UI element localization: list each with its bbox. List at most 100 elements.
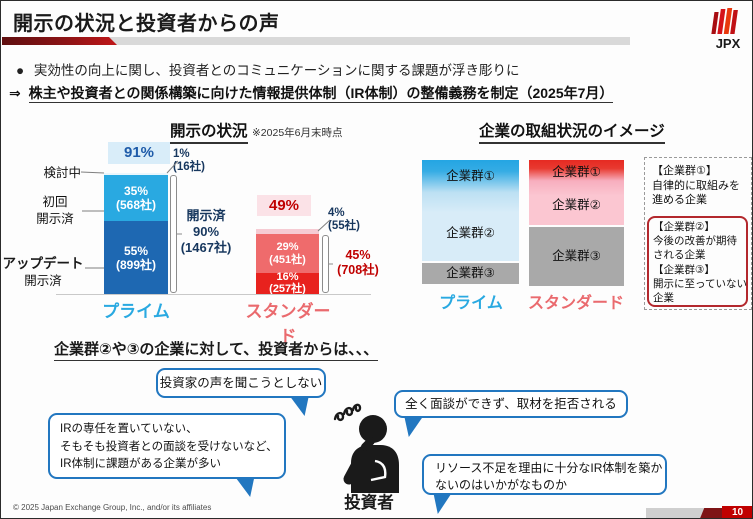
prime-total-badge: 91%	[108, 142, 170, 164]
standard-disclosed-count: (708社)	[337, 263, 379, 277]
voice-bubble-2-line2: そもそも投資者との面談を受けないなど、	[60, 440, 278, 453]
legend-item-1: 【企業群①】 自律的に取組みを 進める企業	[645, 158, 751, 208]
prime-group-box: 企業群① 企業群②	[422, 160, 519, 261]
investor-icon	[333, 403, 399, 493]
prime-seg-first-count: (568社)	[115, 198, 156, 212]
header-rule-red	[2, 37, 117, 45]
arrow-icon: ⇒	[9, 85, 21, 101]
row-label-first: 初回 開示済	[29, 195, 81, 226]
legend-item-2-head: 【企業群②】	[653, 221, 715, 233]
row-label-first-1: 初回	[42, 195, 68, 209]
row-label-update: アップデート 開示済	[1, 252, 85, 288]
prime-seg-reviewing	[104, 173, 168, 175]
standard-seg-reviewing	[256, 229, 319, 234]
jpx-logo-icon	[711, 8, 738, 34]
standard-bar: 29% (451社) 16% (257社)	[256, 229, 319, 295]
standard-callout-pct: 4%	[328, 207, 345, 219]
standard-seg-update-pct: 16%	[276, 271, 299, 283]
disclosure-chart-title: 開示の状況	[170, 119, 248, 144]
prime-bar: 35% (568社) 55% (899社)	[104, 173, 168, 294]
row-label-update-1: アップデート	[2, 256, 84, 271]
standard-bracket	[322, 235, 329, 293]
standard-seg-update: 16% (257社)	[256, 271, 319, 295]
prime-seg-update-pct: 55%	[123, 243, 149, 258]
intro-arrow-line: ⇒ 株主や投資者との関係構築に向けた情報提供体制（IR体制）の整備義務を制定（2…	[9, 83, 614, 103]
voice-bubble-4-line2: ないのはいかがなものか	[435, 477, 568, 492]
voice-bubble-2: IRの専任を置いていない、 そもそも投資者との面談を受けないなど、 IR体制に課…	[48, 413, 286, 479]
prime-disclosed-count: (1467社)	[180, 240, 232, 255]
standard-callout-count: (55社)	[328, 220, 360, 232]
bubble3-tail	[404, 415, 424, 437]
row-label-reviewing: 検討中	[43, 166, 81, 180]
standard-group-box: 企業群① 企業群②	[529, 160, 624, 225]
standard-group1-label: 企業群①	[552, 165, 601, 179]
prime-group2-label: 企業群②	[446, 226, 495, 240]
prime-disclosed-block: 開示済 90% (1467社)	[177, 208, 235, 256]
legend-red-frame	[647, 216, 748, 307]
investor-label: 投資者	[344, 494, 394, 512]
prime-group3-label: 企業群③	[446, 266, 495, 280]
voices-headline: 企業群②や③の企業に対して、投資者からは、、、	[54, 338, 379, 361]
jpx-logo-text: JPX	[715, 36, 741, 51]
copyright: © 2025 Japan Exchange Group, Inc., and/o…	[13, 503, 212, 512]
bubble1-tail	[289, 395, 309, 416]
prime-column-label: プライム	[439, 295, 503, 312]
voice-bubble-2-line1: IRの専任を置いていない、	[60, 423, 198, 435]
standard-axis-label: スタンダード	[245, 302, 331, 346]
voice-bubble-3: 全く面談ができず、取材を拒否される	[394, 390, 628, 418]
bullet-icon: ●	[16, 63, 25, 78]
standard-seg-update-count: (257社)	[269, 283, 306, 295]
voice-bubble-4-line1: リソース不足を理由に十分なIR体制を築か	[435, 461, 663, 475]
standard-seg-first: 29% (451社)	[256, 234, 319, 273]
page-title: 開示の状況と投資者からの声	[13, 13, 280, 35]
header-rule-gray	[2, 37, 630, 45]
groups-chart-title: 企業の取組状況のイメージ	[479, 119, 665, 144]
row-label-first-2: 開示済	[36, 212, 74, 226]
legend-item-3-line2: 企業	[653, 292, 674, 304]
prime-disclosed-title: 開示済	[186, 208, 226, 223]
prime-seg-first-pct: 35%	[123, 184, 149, 198]
voice-bubble-2-line3: IR体制に課題がある企業が多い	[60, 458, 221, 470]
legend-item-1-head: 【企業群①】	[652, 165, 717, 177]
legend-item-2-line1: 今後の改善が期待	[653, 235, 737, 247]
standard-disclosed-block: 45% (708社)	[331, 248, 385, 278]
legend-item-3: 【企業群③】 開示に至っていない 企業	[653, 263, 747, 305]
prime-seg-update: 55% (899社)	[104, 221, 168, 294]
prime-callout-count: (16社)	[173, 161, 205, 173]
intro-bullet-line: ● 実効性の向上に関し、投資者とのコミュニケーションに関する課題が浮き彫りに	[16, 59, 520, 79]
legend-item-1-line1: 自律的に取組みを	[652, 179, 740, 192]
standard-disclosed-pct: 45%	[345, 248, 371, 262]
prime-bracket	[170, 175, 177, 293]
voice-bubble-3-text: 全く面談ができず、取材を拒否される	[405, 397, 617, 411]
standard-seg-first-count: (451社)	[269, 253, 306, 266]
prime-group1-label: 企業群①	[446, 169, 495, 183]
legend-item-2: 【企業群②】 今後の改善が期待 される企業	[653, 220, 745, 262]
page-number: 10	[722, 506, 752, 518]
legend-item-3-head: 【企業群③】	[653, 264, 715, 276]
standard-column-label: スタンダード	[527, 295, 624, 312]
intro-arrow-text: 株主や投資者との関係構築に向けた情報提供体制（IR体制）の整備義務を制定（202…	[28, 85, 614, 103]
voice-bubble-1: 投資家の声を聞こうとしない	[156, 368, 326, 398]
prime-group3-box: 企業群③	[422, 263, 519, 284]
row-label-update-2: 開示済	[24, 274, 62, 288]
standard-callout: 4% (55社)	[328, 207, 360, 233]
jpx-logo: JPX	[707, 8, 749, 51]
legend-item-3-line1: 開示に至っていない	[653, 278, 747, 290]
prime-seg-first: 35% (568社)	[104, 175, 168, 221]
prime-seg-update-count: (899社)	[115, 257, 156, 272]
legend-item-2-line2: される企業	[653, 249, 706, 261]
groups-legend-box: 【企業群①】 自律的に取組みを 進める企業	[644, 157, 752, 310]
standard-group3-box: 企業群③	[529, 227, 624, 286]
prime-disclosed-pct: 90%	[192, 224, 220, 239]
standard-group3-label: 企業群③	[552, 249, 601, 263]
legend-item-1-line2: 進める企業	[652, 194, 707, 206]
chart-baseline	[56, 294, 371, 295]
standard-total-badge: 49%	[257, 195, 311, 216]
voice-bubble-4: リソース不足を理由に十分なIR体制を築か ないのはいかがなものか	[422, 454, 667, 495]
prime-callout-pct: 1%	[173, 148, 190, 160]
standard-group2-label: 企業群②	[552, 198, 601, 212]
disclosure-asof: ※2025年6月末時点	[252, 127, 343, 139]
voice-bubble-1-text: 投資家の声を聞こうとしない	[159, 376, 323, 390]
standard-seg-first-pct: 29%	[276, 240, 299, 253]
